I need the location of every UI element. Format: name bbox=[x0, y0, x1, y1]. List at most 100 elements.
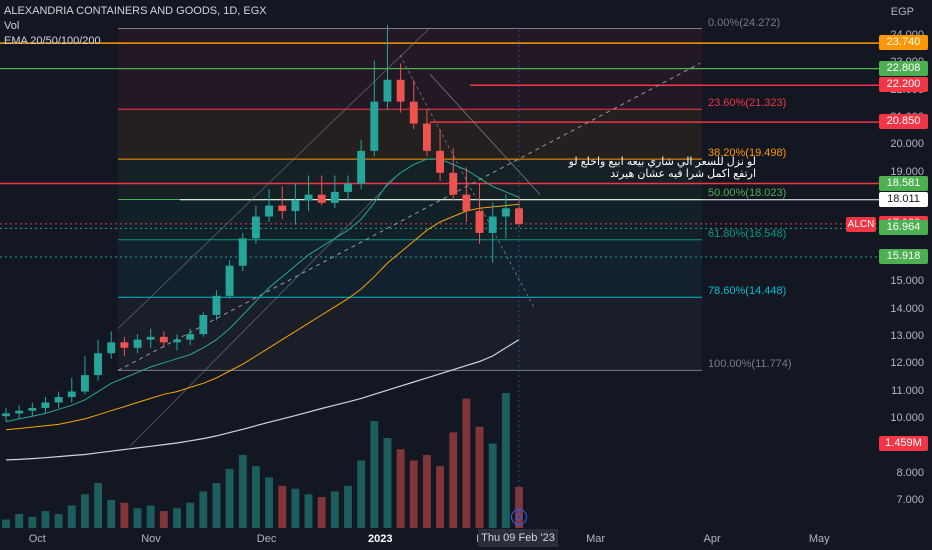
price-axis-tick: 14.000 bbox=[890, 302, 924, 315]
volume-bar bbox=[501, 393, 510, 528]
volume-bar bbox=[251, 466, 260, 528]
volume-bar bbox=[436, 466, 445, 528]
volume-bar bbox=[449, 432, 458, 528]
candle-body bbox=[488, 216, 497, 233]
volume-bar bbox=[291, 488, 300, 528]
candle-body bbox=[41, 402, 50, 408]
price-tag: 15.918 bbox=[879, 249, 928, 265]
volume-bar bbox=[265, 477, 274, 528]
candle-body bbox=[107, 342, 116, 354]
candle-body bbox=[133, 339, 142, 348]
candle-body bbox=[80, 375, 89, 392]
candle-body bbox=[330, 191, 339, 203]
price-tag: 20.850 bbox=[879, 114, 928, 130]
volume-bar bbox=[396, 449, 405, 528]
price-tag: 18.011 bbox=[879, 191, 928, 207]
volume-legend[interactable]: Vol bbox=[4, 20, 20, 32]
fib-band bbox=[118, 239, 702, 298]
volume-bar bbox=[159, 511, 168, 528]
time-axis-tick: Apr bbox=[703, 533, 721, 545]
candle-body bbox=[186, 334, 195, 340]
time-axis-tick: Mar bbox=[586, 533, 606, 545]
candle-body bbox=[94, 353, 103, 376]
candle-body bbox=[396, 79, 405, 102]
volume-bar bbox=[317, 497, 326, 528]
time-axis-tick: Nov bbox=[141, 533, 161, 545]
volume-bars bbox=[2, 393, 523, 528]
volume-bar bbox=[67, 505, 76, 528]
volume-bar bbox=[475, 426, 484, 528]
candle-body bbox=[304, 194, 313, 201]
ema-legend[interactable]: EMA 20/50/100/200 bbox=[4, 35, 101, 47]
candle-body bbox=[501, 208, 510, 217]
volume-bar bbox=[344, 485, 352, 528]
price-axis-tick: 10.000 bbox=[890, 411, 924, 424]
volume-bar bbox=[370, 421, 379, 528]
ema-line bbox=[5, 158, 520, 423]
price-axis-tick: 15.000 bbox=[890, 275, 924, 288]
ema-line bbox=[5, 339, 520, 461]
time-axis-tick: May bbox=[808, 533, 830, 545]
candle-body bbox=[449, 172, 458, 195]
volume-bar bbox=[120, 502, 129, 528]
candle-body bbox=[462, 194, 471, 212]
channel-top-line bbox=[117, 27, 431, 329]
volume-bar bbox=[462, 398, 471, 528]
volume-bar bbox=[146, 505, 155, 528]
fib-band bbox=[118, 159, 702, 200]
price-axis-tick: 12.000 bbox=[890, 357, 924, 370]
candle-body bbox=[357, 150, 366, 184]
price-tag: 22.808 bbox=[879, 60, 928, 76]
candle-body bbox=[225, 265, 234, 296]
candle-body bbox=[475, 211, 484, 233]
trend-lines bbox=[117, 27, 701, 447]
volume-bar bbox=[199, 491, 208, 528]
volume-bar bbox=[383, 438, 392, 528]
candle-body bbox=[173, 339, 181, 343]
price-tag: 1.459M bbox=[879, 435, 928, 451]
volume-bar bbox=[107, 499, 116, 528]
candle-body bbox=[146, 336, 155, 340]
volume-bar bbox=[357, 460, 366, 528]
price-tag: 23.740 bbox=[879, 35, 928, 51]
candle-body bbox=[436, 150, 445, 173]
candle-body bbox=[120, 342, 129, 348]
trend-line bbox=[117, 62, 701, 371]
price-tag: 22.200 bbox=[879, 77, 928, 93]
volume-bar bbox=[54, 513, 63, 528]
fib-bands bbox=[118, 28, 702, 371]
candle-body bbox=[159, 336, 168, 343]
volume-bar bbox=[173, 508, 181, 528]
candle-body bbox=[422, 123, 431, 151]
volume-bar bbox=[28, 516, 37, 528]
currency-label: EGP bbox=[890, 6, 914, 18]
candles bbox=[2, 25, 523, 422]
symbol-title[interactable]: ALEXANDRIA CONTAINERS AND GOODS, 1D, EGX bbox=[4, 5, 267, 17]
volume-bar bbox=[133, 508, 142, 528]
horizontal-lines bbox=[0, 28, 880, 371]
dividend-marker[interactable]: D bbox=[511, 509, 527, 525]
candle-body bbox=[212, 295, 221, 315]
fib-label: 50.00%(18.023) bbox=[708, 187, 787, 200]
channel-bottom-line bbox=[129, 172, 401, 447]
candle-body bbox=[54, 397, 63, 403]
candle-body bbox=[383, 79, 392, 102]
time-axis-tick: 2023 bbox=[368, 533, 393, 545]
candle-body bbox=[265, 205, 274, 217]
price-axis-tick: 7.000 bbox=[896, 493, 924, 506]
price-axis-tick: 19.000 bbox=[890, 165, 924, 178]
candle-body bbox=[199, 314, 208, 335]
price-axis-tick: 13.000 bbox=[890, 329, 924, 342]
volume-bar bbox=[304, 494, 313, 528]
annotation-text[interactable]: لو نزل للسعر الي شاري بيعه ابيع واخلع لو… bbox=[568, 156, 756, 180]
volume-bar bbox=[488, 443, 497, 528]
down-trend-line-2 bbox=[429, 74, 541, 195]
candle-body bbox=[238, 238, 247, 266]
price-tag: 16.964 bbox=[879, 220, 928, 236]
volume-bar bbox=[94, 483, 103, 528]
fib-label: 78.60%(14.448) bbox=[708, 285, 787, 298]
crosshair-date-tag: Thu 09 Feb '23 bbox=[478, 529, 558, 547]
fib-label: 38.20%(19.498) bbox=[708, 147, 787, 160]
volume-bar bbox=[422, 454, 431, 528]
